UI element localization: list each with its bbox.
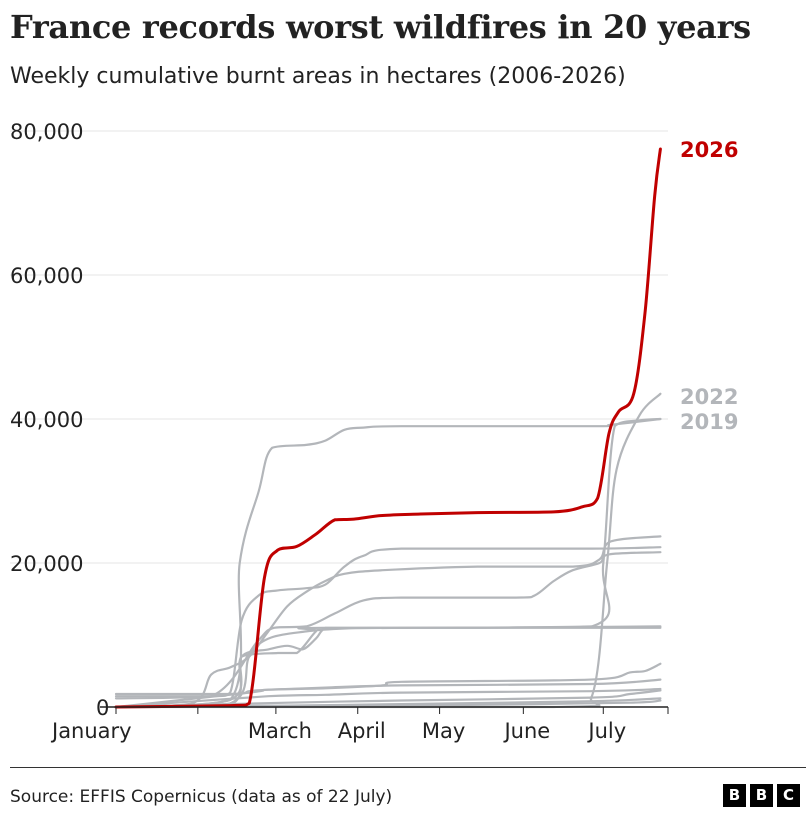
y-axis-ticks: 0 20,000 40,000 60,000 80,000 bbox=[10, 120, 109, 720]
series-line bbox=[114, 417, 662, 709]
y-tick-label: 40,000 bbox=[10, 408, 83, 432]
y-tick-label: 0 bbox=[96, 696, 109, 720]
chart-title: France records worst wildfires in 20 yea… bbox=[10, 8, 751, 46]
x-tick-label: April bbox=[338, 719, 386, 743]
chart-subtitle: Weekly cumulative burnt areas in hectare… bbox=[10, 64, 626, 89]
x-tick-label: March bbox=[248, 719, 312, 743]
logo-letter: B bbox=[750, 784, 773, 807]
series-lines bbox=[114, 147, 662, 709]
x-axis: January March April May June July bbox=[50, 706, 669, 743]
series-line bbox=[114, 678, 662, 696]
y-tick-label: 80,000 bbox=[10, 120, 83, 144]
gridlines bbox=[10, 130, 668, 564]
logo-letter: C bbox=[777, 784, 800, 807]
series-line bbox=[114, 626, 662, 709]
series-label: 2019 bbox=[680, 410, 738, 434]
line-chart: 0 20,000 40,000 60,000 80,000 January March Ap… bbox=[10, 120, 738, 743]
x-tick-label: January bbox=[50, 719, 132, 743]
x-tick-label: June bbox=[502, 719, 550, 743]
x-tick-label: July bbox=[586, 719, 626, 743]
y-tick-label: 60,000 bbox=[10, 264, 83, 288]
series-line bbox=[114, 687, 662, 709]
series-line bbox=[114, 551, 662, 700]
footer-divider bbox=[10, 767, 806, 768]
series-line bbox=[114, 392, 662, 709]
series-line bbox=[114, 535, 662, 709]
source-note: Source: EFFIS Copernicus (data as of 22 … bbox=[10, 787, 393, 807]
series-label: 2022 bbox=[680, 385, 738, 409]
highlight-series-line bbox=[114, 147, 662, 709]
series-line bbox=[114, 546, 662, 698]
logo-letter: B bbox=[723, 784, 746, 807]
y-tick-label: 20,000 bbox=[10, 552, 83, 576]
series-line bbox=[114, 689, 662, 709]
x-tick-label: May bbox=[422, 719, 465, 743]
bbc-logo: B B C bbox=[723, 784, 800, 807]
series-label: 2026 bbox=[680, 138, 738, 162]
